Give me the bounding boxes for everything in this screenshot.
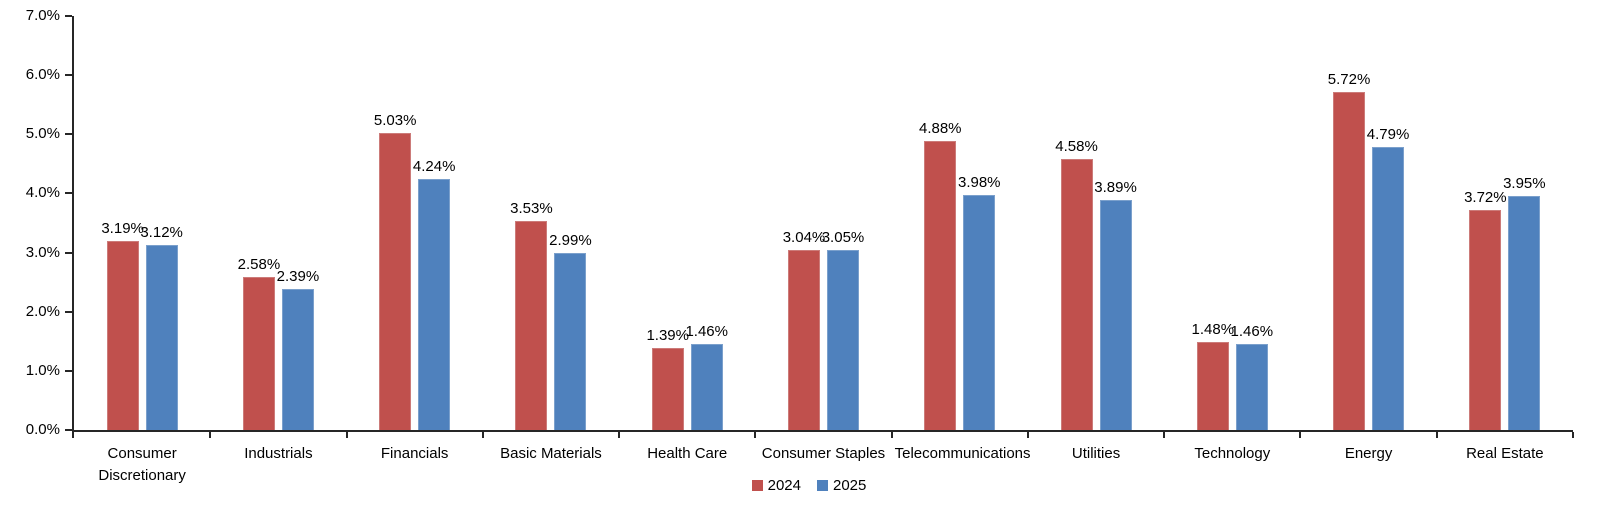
category-label-energy: Energy xyxy=(1344,445,1393,462)
data-label-2024-health-care: 1.39% xyxy=(646,326,689,344)
category-label-consumer-discretionary: Consumer Discretionary xyxy=(98,445,186,484)
y-axis-tick-label: 6.0% xyxy=(25,66,60,84)
bar-2024-technology xyxy=(1196,342,1229,430)
category-label-technology: Technology xyxy=(1194,445,1271,462)
legend-label-2025: 2025 xyxy=(833,477,867,494)
x-axis-tick xyxy=(481,432,484,438)
x-axis-tick xyxy=(890,432,893,438)
bar-2024-utilities xyxy=(1060,159,1093,430)
bar-2025-utilities xyxy=(1099,199,1132,430)
y-axis-tick xyxy=(65,15,72,17)
x-axis-tick xyxy=(1299,432,1302,438)
x-axis-tick xyxy=(72,432,74,438)
bar-2025-financials xyxy=(418,179,451,430)
category-label-real-estate: Real Estate xyxy=(1466,445,1544,462)
bar-2024-basic-materials xyxy=(515,221,548,430)
x-axis-tick xyxy=(345,432,348,438)
data-label-2025-real-estate: 3.95% xyxy=(1503,175,1546,193)
bar-2025-consumer-staples xyxy=(827,249,859,430)
data-label-2025-basic-materials: 2.99% xyxy=(549,232,592,250)
y-axis-tick xyxy=(65,192,72,195)
bar-2024-real-estate xyxy=(1469,209,1502,430)
y-axis-tick xyxy=(65,74,72,77)
y-axis-tick-label: 7.0% xyxy=(25,7,60,24)
data-label-2024-consumer-discretionary: 3.19% xyxy=(101,220,144,238)
bar-2024-energy xyxy=(1333,91,1366,430)
x-axis-tick xyxy=(754,432,757,438)
legend-label-2024: 2024 xyxy=(767,477,801,494)
bar-2025-consumer-discretionary xyxy=(145,245,178,430)
chart-legend: 2024 2025 xyxy=(0,477,1618,494)
bar-2024-industrials xyxy=(242,277,275,430)
y-axis-tick xyxy=(65,133,72,136)
bar-2025-real-estate xyxy=(1508,196,1541,430)
data-label-2024-basic-materials: 3.53% xyxy=(510,200,553,218)
data-label-2024-telecommunications: 4.88% xyxy=(918,120,962,138)
y-axis-tick xyxy=(65,369,72,372)
category-label-health-care: Health Care xyxy=(647,445,728,462)
category-label-industrials: Industrials xyxy=(244,445,313,462)
bar-2024-health-care xyxy=(651,347,684,430)
x-axis-tick xyxy=(209,432,212,438)
y-axis-tick-label: 3.0% xyxy=(25,243,60,261)
y-axis-line xyxy=(72,16,74,432)
data-label-2025-health-care: 1.46% xyxy=(685,322,728,340)
category-label-basic-materials: Basic Materials xyxy=(500,445,602,462)
y-axis-tick-label: 4.0% xyxy=(25,184,60,202)
y-axis-tick xyxy=(65,251,72,254)
category-label-consumer-staples: Consumer Staples xyxy=(761,445,886,462)
bar-2025-basic-materials xyxy=(554,253,587,430)
bar-2024-financials xyxy=(379,132,412,430)
legend-swatch-2025 xyxy=(817,480,828,491)
x-axis-tick xyxy=(1026,432,1029,438)
category-label-telecommunications: Telecommunications xyxy=(894,445,1031,462)
bar-2025-technology xyxy=(1235,343,1268,430)
bar-2024-consumer-discretionary xyxy=(106,241,139,430)
bar-2024-consumer-staples xyxy=(788,250,820,430)
data-label-2024-consumer-staples: 3.04% xyxy=(782,229,826,247)
x-axis-tick xyxy=(1435,432,1438,438)
category-label-utilities: Utilities xyxy=(1071,445,1121,462)
x-axis-tick xyxy=(618,432,621,438)
data-label-2025-utilities: 3.89% xyxy=(1094,178,1137,196)
data-label-2024-utilities: 4.58% xyxy=(1055,138,1098,156)
data-label-2025-consumer-discretionary: 3.12% xyxy=(140,224,183,242)
data-label-2025-energy: 4.79% xyxy=(1366,125,1410,143)
y-axis-tick-label: 2.0% xyxy=(25,302,60,320)
y-axis-tick-label: 0.0% xyxy=(25,421,60,438)
bar-2025-telecommunications xyxy=(963,194,996,430)
data-label-2025-consumer-staples: 3.05% xyxy=(821,228,865,246)
x-axis-tick xyxy=(1572,432,1574,438)
bar-2024-telecommunications xyxy=(924,141,957,430)
data-label-2024-energy: 5.72% xyxy=(1327,70,1371,88)
y-axis-tick-label: 1.0% xyxy=(25,361,60,379)
y-axis-tick xyxy=(65,429,72,431)
data-label-2025-industrials: 2.39% xyxy=(276,267,320,285)
data-label-2024-technology: 1.48% xyxy=(1191,321,1235,339)
legend-item-2024: 2024 xyxy=(751,477,801,494)
bar-2025-industrials xyxy=(281,288,314,430)
x-axis-line xyxy=(72,430,1573,432)
legend-item-2025: 2025 xyxy=(817,477,866,494)
data-label-2025-telecommunications: 3.98% xyxy=(957,173,1001,191)
legend-swatch-2024 xyxy=(751,480,763,491)
y-axis-tick xyxy=(65,310,72,313)
bar-2025-health-care xyxy=(690,343,723,430)
data-label-2024-real-estate: 3.72% xyxy=(1464,188,1507,206)
data-label-2025-technology: 1.46% xyxy=(1230,322,1274,340)
y-axis-tick-label: 5.0% xyxy=(25,125,60,143)
category-label-financials: Financials xyxy=(380,445,449,462)
data-label-2024-industrials: 2.58% xyxy=(237,256,281,274)
data-label-2025-financials: 4.24% xyxy=(412,158,456,176)
x-axis-tick xyxy=(1163,432,1166,438)
bar-2025-energy xyxy=(1372,146,1405,430)
data-label-2024-financials: 5.03% xyxy=(373,111,417,129)
